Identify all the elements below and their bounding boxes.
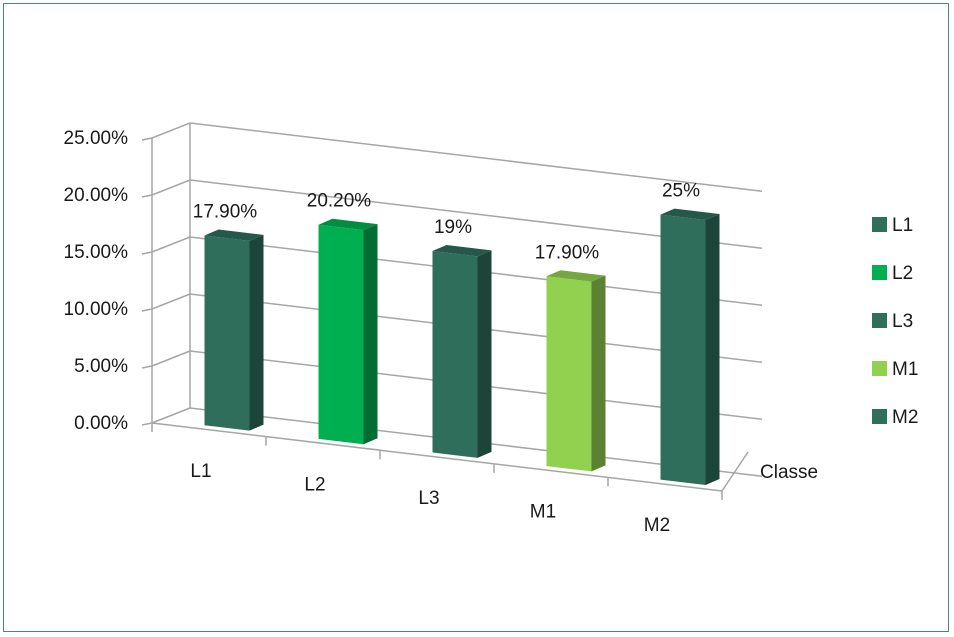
bar-top (204, 229, 264, 241)
legend-swatch (872, 265, 887, 280)
floor-right-edge (721, 451, 749, 492)
data-label: 25% (662, 181, 700, 202)
bar (318, 224, 364, 445)
gridline (189, 122, 763, 192)
bar-top (318, 218, 378, 231)
y-tick-label: 20.00% (64, 185, 129, 206)
y-tick (141, 422, 153, 426)
bar-side (591, 275, 606, 472)
legend-label: L2 (892, 263, 913, 284)
legend-label: M2 (892, 407, 918, 428)
y-tick (141, 365, 153, 369)
data-label: 19% (434, 217, 472, 238)
legend-swatch (872, 361, 887, 376)
bar (546, 276, 592, 472)
y-tick-label: 10.00% (64, 299, 129, 320)
y-tick-label: 15.00% (64, 242, 129, 263)
y-tick (141, 251, 153, 255)
gridline-side (151, 293, 191, 310)
legend-swatch (872, 217, 887, 232)
y-tick (141, 137, 153, 141)
bar (432, 251, 478, 458)
x-tick-label: M2 (644, 515, 670, 536)
x-axis-title: Classe (760, 462, 818, 483)
bar (204, 235, 250, 431)
x-tick-label: M1 (530, 502, 556, 523)
y-tick-label: 5.00% (74, 356, 128, 377)
bar-side (363, 224, 378, 445)
x-tick-label: L3 (418, 488, 439, 509)
bar-top (546, 270, 606, 282)
y-tick-label: 0.00% (74, 413, 128, 434)
bar-side (705, 213, 720, 486)
x-tick-label: L1 (190, 461, 211, 482)
data-label: 17.90% (535, 242, 600, 263)
gridline-side (151, 407, 191, 424)
y-tick-label: 25.00% (64, 128, 129, 149)
gridline-side (151, 236, 191, 253)
bar-side (477, 250, 492, 458)
y-tick (141, 308, 153, 312)
x-axis (151, 422, 723, 492)
bar-top (660, 208, 720, 220)
legend-label: L3 (892, 311, 913, 332)
x-tick-label: L2 (304, 474, 325, 495)
y-tick (141, 194, 153, 198)
legend-swatch (872, 409, 887, 424)
gridline-side (151, 122, 191, 139)
gridline-side (151, 179, 191, 196)
gridline-side (151, 350, 191, 367)
bar (660, 214, 706, 486)
legend-label: M1 (892, 359, 918, 380)
bar-top (432, 245, 492, 257)
data-label: 20.20% (307, 191, 372, 212)
legend-swatch (872, 313, 887, 328)
bar-side (249, 234, 264, 431)
legend-label: L1 (892, 215, 913, 236)
data-label: 17.90% (193, 201, 258, 222)
